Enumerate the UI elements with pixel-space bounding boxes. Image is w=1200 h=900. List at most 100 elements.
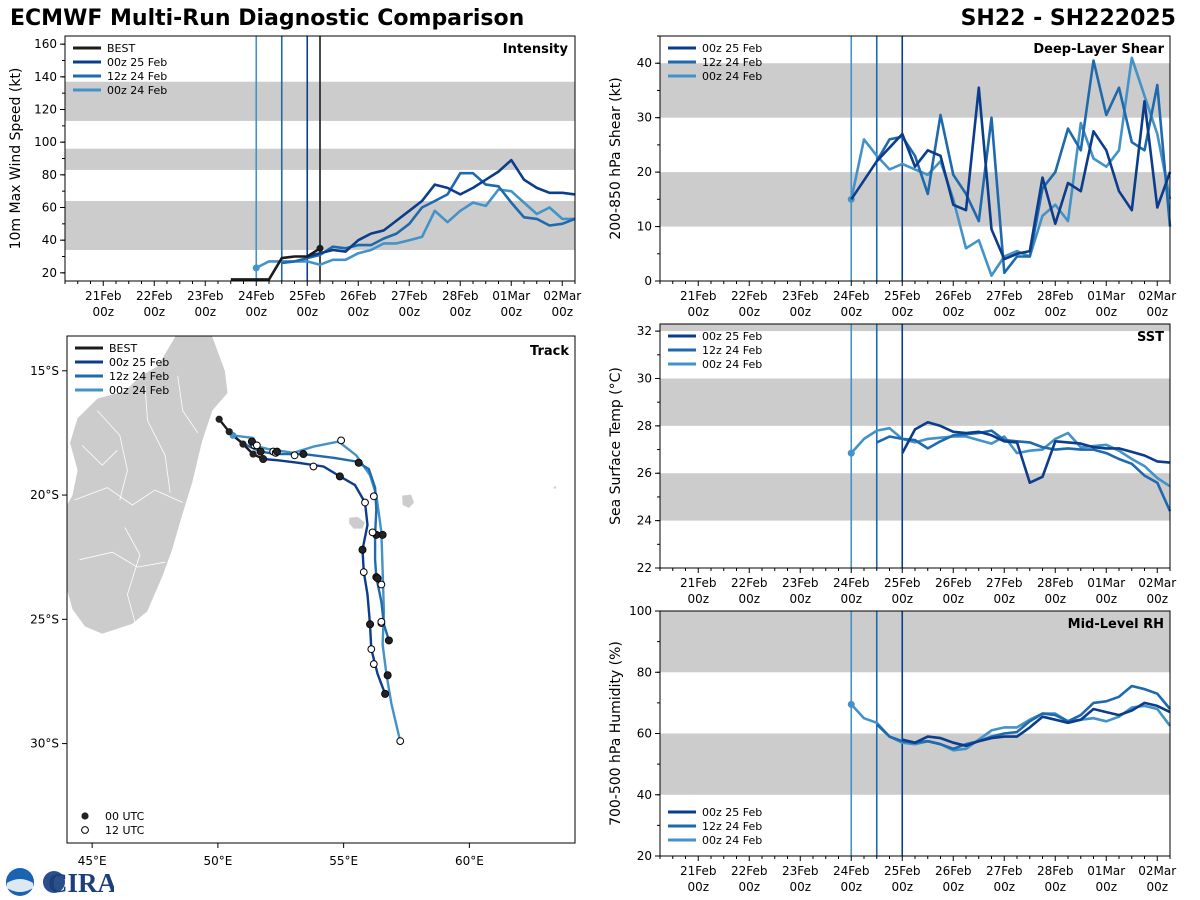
intensity-x-tick-label: 00z xyxy=(194,305,216,319)
shear-x-tick-label: 22Feb xyxy=(731,289,768,303)
intensity-x-tick-label: 01Mar xyxy=(492,289,530,303)
sst-x-tick-label: 23Feb xyxy=(782,576,819,590)
shear-series-line xyxy=(850,56,1172,277)
track-series-line xyxy=(218,418,264,461)
track-best-point xyxy=(239,440,247,448)
intensity-x-tick-label: 00z xyxy=(347,305,369,319)
intensity-series-line xyxy=(306,158,576,258)
sst-x-tick-label: 02Mar xyxy=(1138,576,1176,590)
track-12utc-marker xyxy=(369,492,378,501)
intensity-x-tick-label: 21Feb xyxy=(85,289,122,303)
sst-x-tick-label: 00z xyxy=(891,592,913,606)
track-legend-label: BEST xyxy=(109,342,137,355)
track-00utc-marker xyxy=(299,450,308,459)
sst-x-tick-label: 00z xyxy=(1044,592,1066,606)
rh-x-tick-label: 00z xyxy=(891,880,913,894)
track-series-line xyxy=(232,434,402,742)
sst-series-line xyxy=(901,420,1171,485)
sst-x-tick-label: 00z xyxy=(1146,592,1168,606)
sst-x-tick-label: 24Feb xyxy=(833,576,870,590)
track-panel-title: Track xyxy=(530,344,569,359)
intensity-series-line xyxy=(255,188,575,270)
sst-x-tick-label: 00z xyxy=(738,592,760,606)
sst-x-tick-label: 01Mar xyxy=(1087,576,1125,590)
sst-x-tick-label: 26Feb xyxy=(935,576,972,590)
intensity-legend-label: 12z 24 Feb xyxy=(107,70,167,83)
track-legend-00utc-marker xyxy=(81,812,89,820)
track-00utc-marker xyxy=(272,447,281,456)
shear-y-tick-label: 0 xyxy=(644,274,652,288)
sst-threshold-band xyxy=(660,473,1170,521)
rh-y-tick-label: 20 xyxy=(637,849,652,863)
sst-y-tick-label: 26 xyxy=(637,466,652,480)
track-12utc-marker xyxy=(337,436,346,445)
province-border xyxy=(81,445,118,466)
track-series-line xyxy=(263,457,387,695)
rh-x-tick-label: 23Feb xyxy=(782,864,819,878)
track-12utc-marker xyxy=(361,498,369,507)
track-best-point xyxy=(215,415,223,423)
intensity-y-tick-label: 160 xyxy=(34,37,57,51)
intensity-x-tick-label: 00z xyxy=(245,305,267,319)
rh-x-tick-label: 25Feb xyxy=(884,864,921,878)
rh-panel-title: Mid-Level RH xyxy=(1068,617,1164,632)
sst-panel-title: SST xyxy=(1137,330,1164,345)
sst-x-tick-label: 00z xyxy=(942,592,964,606)
intensity-x-tick-label: 00z xyxy=(143,305,165,319)
track-y-tick-label: 20°S xyxy=(30,488,59,502)
track-series-line xyxy=(229,433,391,641)
track-12utc-marker xyxy=(290,451,299,460)
shear-x-tick-label: 00z xyxy=(1095,305,1117,319)
sst-y-tick-label: 32 xyxy=(637,324,652,338)
shear-x-tick-label: 25Feb xyxy=(884,289,921,303)
shear-legend-label: 00z 24 Feb xyxy=(702,70,762,83)
rh-x-tick-label: 26Feb xyxy=(935,864,972,878)
rh-series-line xyxy=(901,701,1171,748)
province-border xyxy=(177,375,199,434)
shear-series-line xyxy=(850,86,1172,261)
track-00utc-marker xyxy=(381,689,390,698)
rodrigues-island xyxy=(553,486,557,489)
track-12utc-marker xyxy=(367,645,376,654)
intensity-y-tick-label: 20 xyxy=(42,266,57,280)
track-x-tick-label: 55°E xyxy=(329,854,358,868)
reunion-island xyxy=(349,516,365,529)
shear-x-tick-label: 00z xyxy=(687,305,709,319)
track-best-point xyxy=(259,455,267,463)
track-best-point xyxy=(225,428,233,436)
shear-x-tick-label: 27Feb xyxy=(986,289,1023,303)
sst-y-tick-label: 24 xyxy=(637,514,652,528)
rh-series-line xyxy=(850,703,1172,752)
track-x-tick-label: 60°E xyxy=(455,854,484,868)
intensity-x-tick-label: 24Feb xyxy=(238,289,275,303)
shear-y-tick-label: 10 xyxy=(637,220,652,234)
rh-legend-label: 00z 24 Feb xyxy=(702,834,762,847)
rh-x-tick-label: 00z xyxy=(738,880,760,894)
track-frame xyxy=(66,335,576,844)
shear-x-tick-label: 26Feb xyxy=(935,289,972,303)
track-legend-label: 12z 24 Feb xyxy=(109,370,169,383)
rh-panel: 20 40 60 80 100 21Feb 00z 22Feb 00z 23Feb 00z 24Feb… xyxy=(608,604,1176,894)
track-00utc-marker xyxy=(358,545,367,554)
shear-threshold-band xyxy=(660,63,1170,118)
intensity-y-tick-label: 40 xyxy=(42,233,57,247)
sst-y-tick-label: 30 xyxy=(637,371,652,385)
intensity-y-tick-label: 100 xyxy=(34,135,57,149)
sst-panel: 22 24 26 28 30 32 21Feb 00z 22Feb 00z 23Feb 00z 24Fe… xyxy=(608,323,1176,606)
intensity-y-tick-label: 120 xyxy=(34,103,57,117)
shear-y-axis-label: 200-850 hPa Shear (kt) xyxy=(608,77,624,239)
rh-y-tick-label: 60 xyxy=(637,727,652,741)
intensity-x-tick-label: 00z xyxy=(449,305,471,319)
intensity-x-tick-label: 00z xyxy=(296,305,318,319)
shear-threshold-band xyxy=(660,172,1170,227)
intensity-x-tick-label: 00z xyxy=(92,305,114,319)
track-12utc-marker xyxy=(377,617,386,626)
shear-y-tick-label: 40 xyxy=(637,56,652,70)
province-border xyxy=(144,385,171,493)
intensity-x-tick-label: 26Feb xyxy=(340,289,377,303)
intensity-legend-label: 00z 25 Feb xyxy=(107,56,167,69)
rh-x-tick-label: 21Feb xyxy=(680,864,717,878)
shear-panel-title: Deep-Layer Shear xyxy=(1033,42,1164,57)
intensity-x-tick-label: 22Feb xyxy=(136,289,173,303)
